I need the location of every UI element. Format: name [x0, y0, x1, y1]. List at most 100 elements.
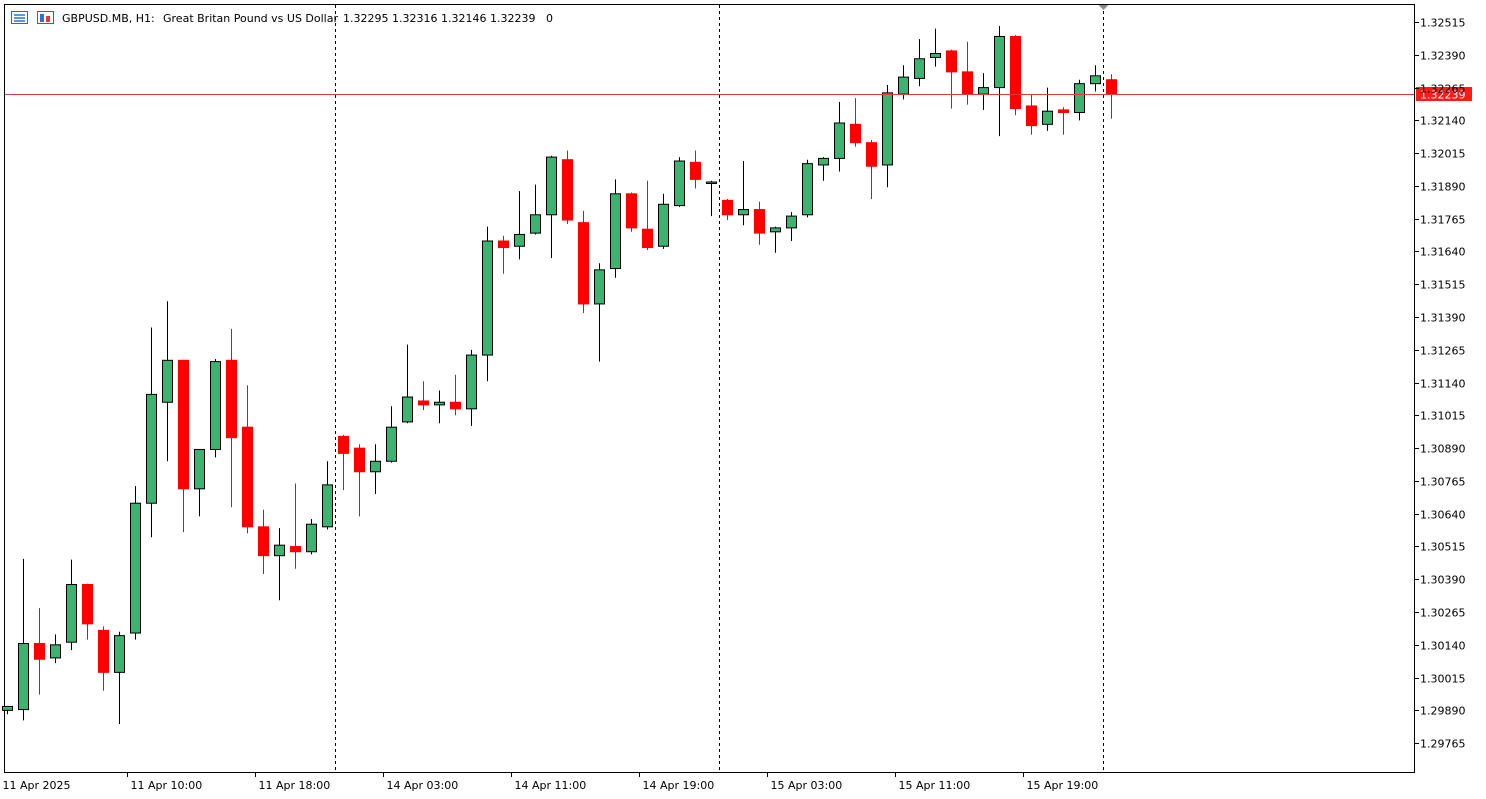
- y-tick-label: 1.30140: [1420, 640, 1466, 653]
- candle-body: [242, 426, 253, 528]
- candle: [834, 102, 845, 172]
- candle: [82, 583, 93, 640]
- y-tick-label: 1.30515: [1420, 541, 1466, 554]
- candle-body: [434, 401, 445, 406]
- candle-body: [2, 705, 13, 711]
- x-tick-label: 14 Apr 19:00: [643, 779, 715, 792]
- x-tick-label: 15 Apr 11:00: [899, 779, 971, 792]
- candle: [690, 150, 701, 189]
- candle-body: [1010, 35, 1021, 110]
- y-tick-label: 1.31140: [1420, 378, 1466, 391]
- shift-marker-icon[interactable]: [1098, 5, 1109, 10]
- y-tick-label: 1.32515: [1420, 17, 1466, 30]
- candle: [850, 98, 861, 147]
- candle: [194, 448, 205, 517]
- y-tick-label: 1.31515: [1420, 279, 1466, 292]
- y-tick-label: 1.31390: [1420, 312, 1466, 325]
- candle: [226, 328, 237, 508]
- candle: [1026, 94, 1037, 135]
- candle: [546, 155, 557, 259]
- y-tick-label: 1.32390: [1420, 50, 1466, 63]
- candle-body: [386, 426, 397, 462]
- candle: [722, 199, 733, 221]
- candle-body: [818, 157, 829, 166]
- candle-body: [274, 544, 285, 557]
- candle-body: [946, 50, 957, 73]
- candle: [866, 140, 877, 200]
- y-tick-label: 1.32140: [1420, 115, 1466, 128]
- candle-body: [850, 123, 861, 144]
- x-tick-label: 11 Apr 18:00: [259, 779, 331, 792]
- x-tick-label: 14 Apr 11:00: [515, 779, 587, 792]
- candle: [162, 301, 173, 462]
- candle-body: [162, 359, 173, 403]
- candle-body: [530, 214, 541, 234]
- y-tick-label: 1.30890: [1420, 443, 1466, 456]
- y-tick-label: 1.32015: [1420, 148, 1466, 161]
- y-tick-label: 1.30015: [1420, 673, 1466, 686]
- chart-header: GBPUSD.MB, H1: Great Britan Pound vs US …: [11, 11, 553, 25]
- candle-body: [226, 359, 237, 439]
- candle: [882, 84, 893, 188]
- x-tick-label: 15 Apr 19:00: [1027, 779, 1099, 792]
- candle: [370, 444, 381, 495]
- candle-body: [354, 447, 365, 473]
- candle: [1074, 79, 1085, 121]
- candle-body: [754, 209, 765, 234]
- candle: [498, 235, 509, 274]
- candle-body: [418, 400, 429, 406]
- candle: [930, 28, 941, 67]
- header-description: Great Britan Pound vs US Dollar: [163, 12, 338, 25]
- candle: [658, 193, 669, 249]
- y-tick-label: 1.29890: [1420, 705, 1466, 718]
- candle: [802, 159, 813, 218]
- period-separators: [335, 5, 1109, 772]
- candle-body: [786, 215, 797, 229]
- candle: [178, 359, 189, 533]
- candle: [642, 180, 653, 251]
- x-tick-label: 11 Apr 2025: [3, 779, 71, 792]
- y-tick-label: 1.31640: [1420, 246, 1466, 259]
- candle: [98, 626, 109, 691]
- header-ohlc: 1.32295 1.32316 1.32146 1.32239: [343, 12, 535, 25]
- candle-body: [1042, 110, 1053, 125]
- last-price-label: 1.32239: [1420, 89, 1466, 102]
- candle-body: [546, 156, 557, 216]
- candle: [530, 184, 541, 235]
- y-tick-label: 1.31765: [1420, 214, 1466, 227]
- y-tick-label: 1.29765: [1420, 738, 1466, 751]
- candle-body: [210, 361, 221, 450]
- candle-body: [290, 545, 301, 553]
- candle-body: [466, 354, 477, 410]
- candle: [1010, 35, 1021, 116]
- candle: [450, 374, 461, 416]
- candle-body: [962, 71, 973, 95]
- candle-body: [642, 228, 653, 249]
- price-axis[interactable]: 1.32515 1.32390 1.32265 1.32140 1.32015 1.318…: [1414, 17, 1466, 751]
- chart-template-icon[interactable]: [37, 11, 54, 24]
- candle-body: [930, 53, 941, 58]
- candle-body: [882, 92, 893, 166]
- candle: [338, 435, 349, 491]
- candle-body: [178, 359, 189, 490]
- candle: [34, 608, 45, 695]
- y-tick-label: 1.31890: [1420, 181, 1466, 194]
- time-axis[interactable]: 11 Apr 2025 11 Apr 10:00 11 Apr 18:00 14 Ap…: [0, 772, 1098, 792]
- candle: [514, 191, 525, 260]
- candle-body: [1026, 105, 1037, 127]
- candle-body: [834, 122, 845, 159]
- candle-body: [690, 161, 701, 180]
- candle: [994, 25, 1005, 137]
- chart-window-icon[interactable]: [11, 11, 28, 24]
- candle: [946, 49, 957, 109]
- candle-body: [626, 193, 637, 229]
- candle: [1090, 65, 1101, 92]
- header-symbol: GBPUSD.MB, H1:: [62, 12, 155, 25]
- candle: [434, 390, 445, 424]
- candle-body: [114, 635, 125, 673]
- candle: [482, 226, 493, 382]
- candle: [594, 263, 605, 362]
- candle: [1058, 107, 1069, 135]
